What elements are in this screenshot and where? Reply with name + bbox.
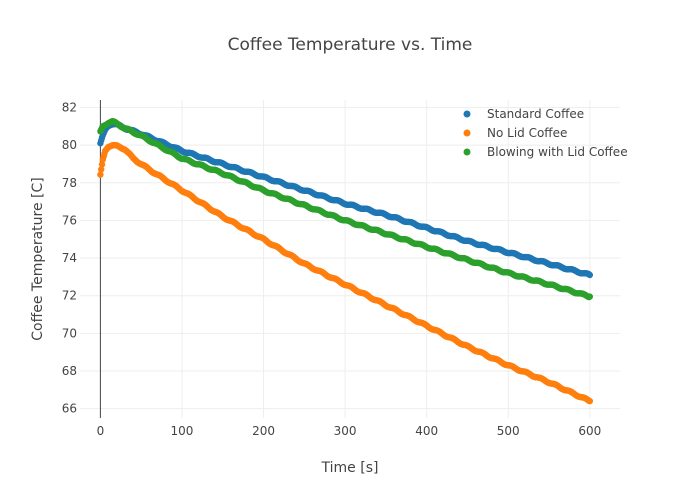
legend-label-blowing-with-lid-coffee: Blowing with Lid Coffee	[487, 145, 628, 159]
series-no-lid-coffee	[97, 141, 594, 405]
x-tick-label: 300	[334, 424, 357, 438]
y-tick-label: 80	[62, 138, 77, 152]
y-tick-label: 72	[62, 289, 77, 303]
legend-item-no-lid-coffee[interactable]: No Lid Coffee	[463, 126, 568, 140]
x-tick-label: 600	[578, 424, 601, 438]
series-standard-coffee	[97, 120, 594, 279]
x-axis-title: Time [s]	[321, 460, 379, 476]
chart-title: Coffee Temperature vs. Time	[228, 35, 473, 55]
data-series	[97, 117, 594, 405]
data-point	[586, 271, 594, 279]
data-point	[586, 397, 594, 405]
data-point	[98, 161, 106, 168]
data-point	[97, 171, 104, 178]
y-tick-label: 74	[62, 251, 77, 265]
x-tick-label: 500	[497, 424, 520, 438]
legend-marker-standard-coffee	[463, 110, 471, 118]
legend-label-standard-coffee: Standard Coffee	[487, 107, 584, 121]
legend[interactable]: Standard Coffee No Lid Coffee Blowing wi…	[463, 107, 628, 159]
y-tick-label: 76	[62, 213, 77, 227]
grid-lines	[80, 100, 620, 418]
legend-marker-no-lid-coffee	[463, 129, 471, 137]
legend-item-blowing-with-lid-coffee[interactable]: Blowing with Lid Coffee	[463, 145, 628, 159]
series-blowing-with-lid-coffee	[97, 117, 594, 301]
x-tick-label: 400	[415, 424, 438, 438]
y-tick-label: 66	[62, 402, 77, 416]
x-tick-label: 0	[97, 424, 105, 438]
y-tick-label: 82	[62, 101, 77, 115]
data-point	[98, 166, 105, 173]
y-tick-label: 68	[62, 364, 77, 378]
x-tick-label: 200	[252, 424, 275, 438]
legend-label-no-lid-coffee: No Lid Coffee	[487, 126, 567, 140]
legend-marker-blowing-with-lid-coffee	[463, 148, 471, 156]
y-tick-label: 78	[62, 176, 77, 190]
y-tick-label: 70	[62, 326, 77, 340]
y-axis-title: Coffee Temperature [C]	[30, 177, 46, 341]
data-point	[586, 293, 594, 300]
legend-item-standard-coffee[interactable]: Standard Coffee	[463, 107, 585, 121]
tick-labels: 0 100 200 300 400 500 600 66 68 70 72 74 76 78 80 82	[62, 101, 602, 438]
x-tick-label: 100	[171, 424, 194, 438]
